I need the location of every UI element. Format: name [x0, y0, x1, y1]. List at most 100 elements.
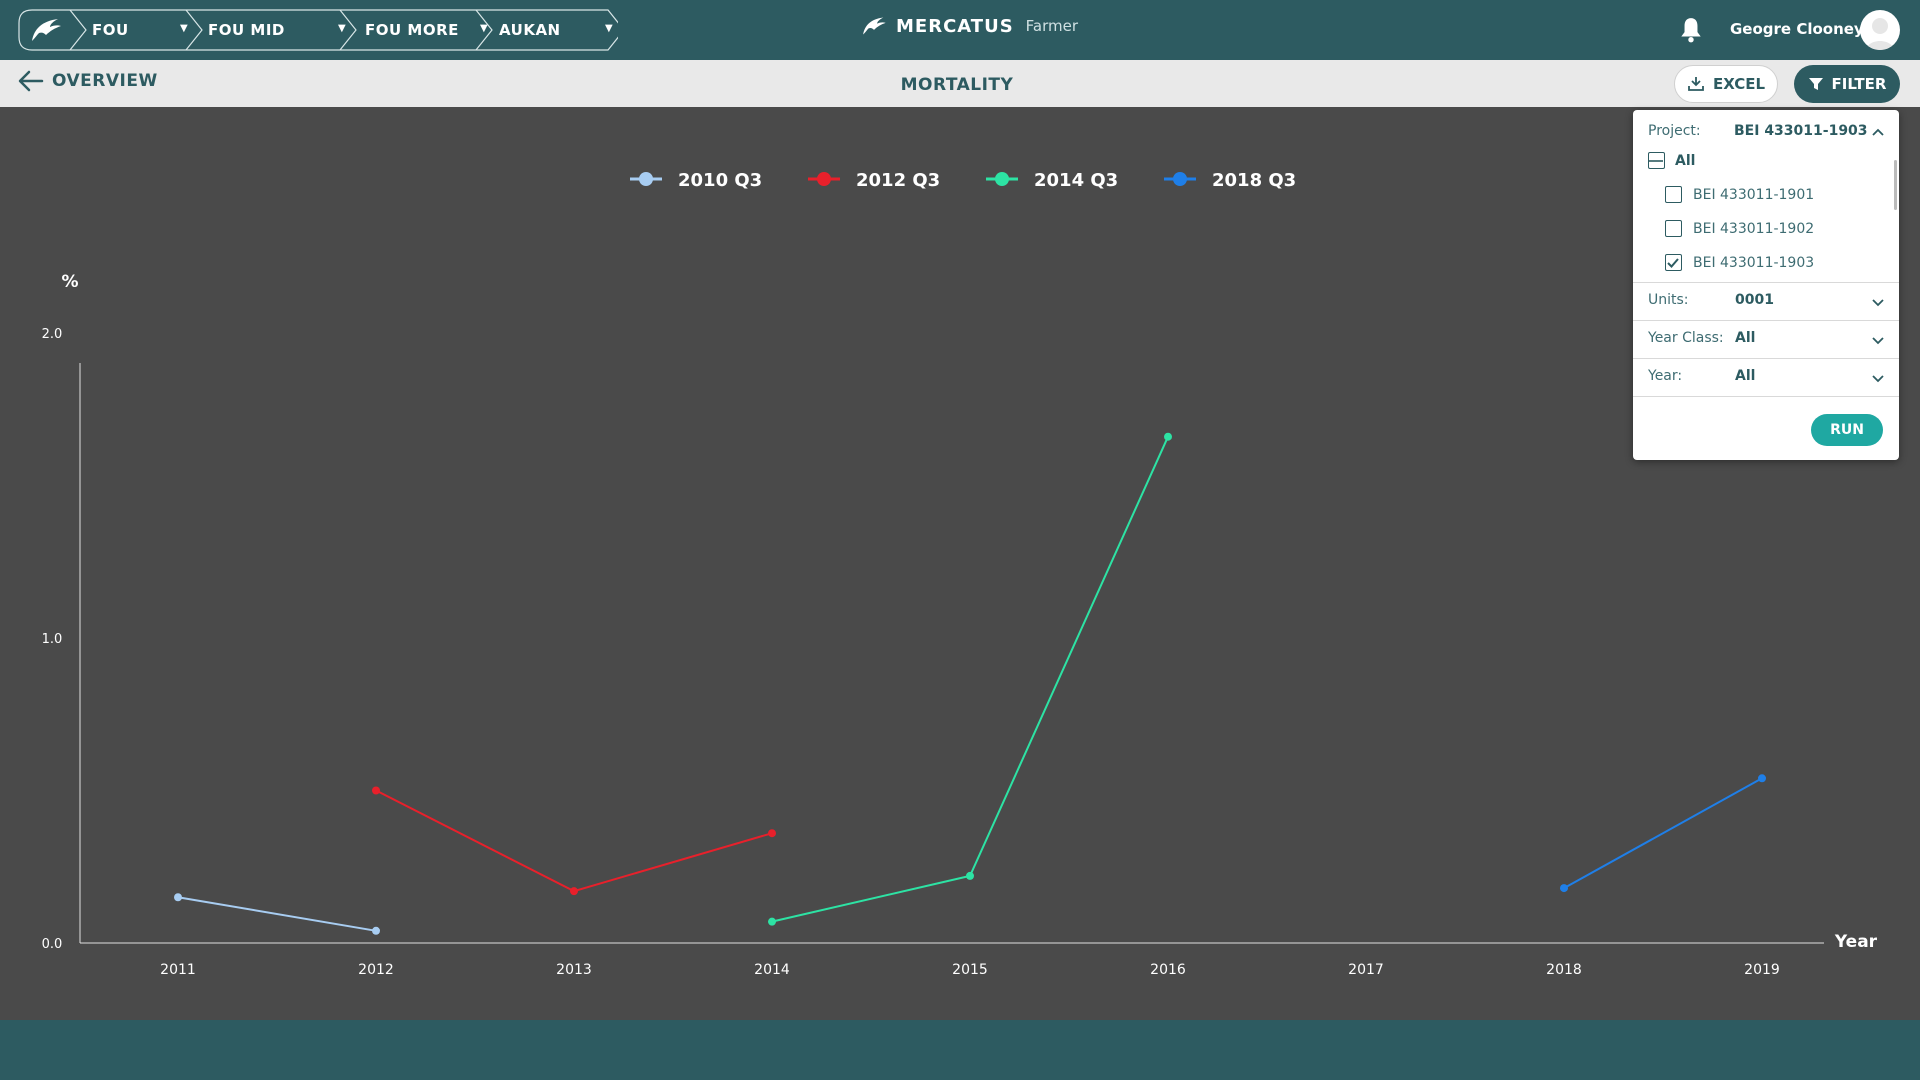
- fish-logo-icon[interactable]: [28, 15, 64, 45]
- year-label: Year:: [1648, 368, 1683, 384]
- units-label: Units:: [1648, 292, 1689, 308]
- filter-button[interactable]: FILTER: [1794, 65, 1900, 103]
- project-option-label[interactable]: BEI 433011-1903: [1693, 255, 1815, 271]
- legend-label[interactable]: 2010 Q3: [678, 170, 762, 191]
- x-tick-label: 2019: [1744, 962, 1780, 978]
- year-dropdown[interactable]: Year: All: [1633, 359, 1899, 396]
- sub-header: OVERVIEW MORTALITY EXCEL FILTER: [0, 60, 1920, 107]
- units-value: 0001: [1735, 292, 1774, 308]
- filter-panel: Project: BEI 433011-1903 All BEI 433011-…: [1633, 110, 1899, 460]
- breadcrumb-label: AUKAN: [499, 21, 561, 39]
- year-value: All: [1735, 368, 1756, 384]
- caret-down-icon: ▼: [480, 23, 489, 34]
- data-point[interactable]: [1758, 774, 1766, 783]
- legend-label[interactable]: 2012 Q3: [856, 170, 940, 191]
- arrow-left-icon: [18, 70, 44, 92]
- y-tick-label: 1.0: [42, 632, 63, 647]
- back-label: OVERVIEW: [52, 71, 158, 91]
- project-row[interactable]: Project: BEI 433011-1903: [1633, 110, 1899, 150]
- data-point[interactable]: [372, 926, 380, 935]
- filter-label: FILTER: [1831, 75, 1887, 93]
- breadcrumb-label: FOU MID: [208, 21, 285, 39]
- data-point[interactable]: [570, 887, 578, 896]
- mortality-chart: % Year 2.0 1.0 0.0 2011 2012 2013 2014 2015 2016 20…: [42, 170, 1878, 978]
- footer-bar: [0, 1020, 1920, 1080]
- fish-logo-icon: [863, 17, 886, 35]
- divider: [1633, 358, 1899, 359]
- x-tick-label: 2014: [754, 962, 790, 978]
- chevron-down-icon: [1872, 375, 1884, 383]
- breadcrumb-item-aukan[interactable]: AUKAN ▼: [499, 9, 613, 51]
- y-tick-label: 2.0: [42, 327, 63, 342]
- user-name[interactable]: Geogre Clooney: [1730, 20, 1864, 38]
- breadcrumb-item-fou[interactable]: FOU ▼: [92, 9, 192, 51]
- chevron-down-icon: [1872, 299, 1884, 307]
- checkmark-icon: [1667, 258, 1679, 268]
- x-axis-label: Year: [1834, 932, 1878, 952]
- divider: [1633, 282, 1899, 283]
- data-point[interactable]: [1560, 884, 1568, 893]
- scrollbar[interactable]: [1894, 160, 1897, 210]
- brand-name: MERCATUS: [896, 15, 1014, 37]
- chevron-up-icon[interactable]: [1871, 125, 1885, 139]
- data-point[interactable]: [372, 786, 380, 795]
- legend-marker[interactable]: [1173, 172, 1187, 186]
- bell-icon[interactable]: [1678, 16, 1704, 44]
- project-checkbox-1901[interactable]: [1665, 186, 1682, 203]
- brand: MERCATUS Farmer: [860, 14, 1078, 38]
- units-dropdown[interactable]: Units: 0001: [1633, 283, 1899, 320]
- breadcrumb-label: FOU: [92, 21, 129, 39]
- project-value: BEI 433011-1903: [1734, 123, 1868, 139]
- brand-subtitle: Farmer: [1025, 17, 1079, 35]
- project-option-label[interactable]: BEI 433011-1901: [1693, 187, 1815, 203]
- divider: [1633, 320, 1899, 321]
- legend-marker[interactable]: [639, 172, 653, 186]
- x-tick-label: 2015: [952, 962, 988, 978]
- series-line: [375, 789, 773, 893]
- project-checkbox-1903[interactable]: [1665, 254, 1682, 271]
- page-title: MORTALITY: [900, 75, 1014, 95]
- x-tick-label: 2011: [160, 962, 196, 978]
- year-class-label: Year Class:: [1648, 330, 1724, 346]
- caret-down-icon: ▼: [180, 23, 189, 34]
- series-line: [177, 896, 377, 932]
- avatar[interactable]: [1860, 10, 1900, 50]
- x-tick-label: 2013: [556, 962, 592, 978]
- back-to-overview-link[interactable]: OVERVIEW: [18, 70, 158, 92]
- top-bar: FOU ▼ FOU MID ▼ FOU MORE ▼ AUKAN ▼ MERCA…: [0, 0, 1920, 60]
- data-point[interactable]: [768, 917, 776, 926]
- legend-label[interactable]: 2014 Q3: [1034, 170, 1118, 191]
- select-all-checkbox[interactable]: [1648, 152, 1665, 169]
- data-point[interactable]: [966, 871, 974, 880]
- y-axis-label: %: [61, 272, 78, 292]
- breadcrumb-item-fou-mid[interactable]: FOU MID ▼: [208, 9, 358, 51]
- project-label: Project:: [1648, 123, 1701, 139]
- year-class-dropdown[interactable]: Year Class: All: [1633, 321, 1899, 358]
- series-line: [1563, 777, 1763, 889]
- breadcrumb-item-fou-more[interactable]: FOU MORE ▼: [365, 9, 495, 51]
- legend-marker[interactable]: [995, 172, 1009, 186]
- data-point[interactable]: [174, 893, 182, 902]
- run-button[interactable]: RUN: [1811, 414, 1883, 446]
- excel-label: EXCEL: [1712, 75, 1766, 93]
- project-option-label[interactable]: BEI 433011-1902: [1693, 221, 1815, 237]
- legend-label[interactable]: 2018 Q3: [1212, 170, 1296, 191]
- breadcrumb-label: FOU MORE: [365, 21, 459, 39]
- chevron-down-icon: [1872, 337, 1884, 345]
- select-all-label: All: [1675, 153, 1696, 169]
- data-point[interactable]: [1164, 432, 1172, 441]
- x-tick-label: 2018: [1546, 962, 1582, 978]
- excel-file-icon: [1688, 77, 1704, 91]
- breadcrumb-outline: [18, 9, 618, 51]
- user-silhouette-icon: [1866, 18, 1894, 50]
- x-tick-label: 2017: [1348, 962, 1384, 978]
- divider: [1633, 396, 1899, 397]
- project-checkbox-1902[interactable]: [1665, 220, 1682, 237]
- funnel-icon: [1808, 78, 1823, 90]
- x-tick-label: 2012: [358, 962, 394, 978]
- y-tick-label: 0.0: [42, 937, 63, 952]
- caret-down-icon: ▼: [605, 23, 614, 34]
- legend-marker[interactable]: [817, 172, 831, 186]
- excel-export-button[interactable]: EXCEL: [1674, 65, 1778, 103]
- data-point[interactable]: [768, 829, 776, 838]
